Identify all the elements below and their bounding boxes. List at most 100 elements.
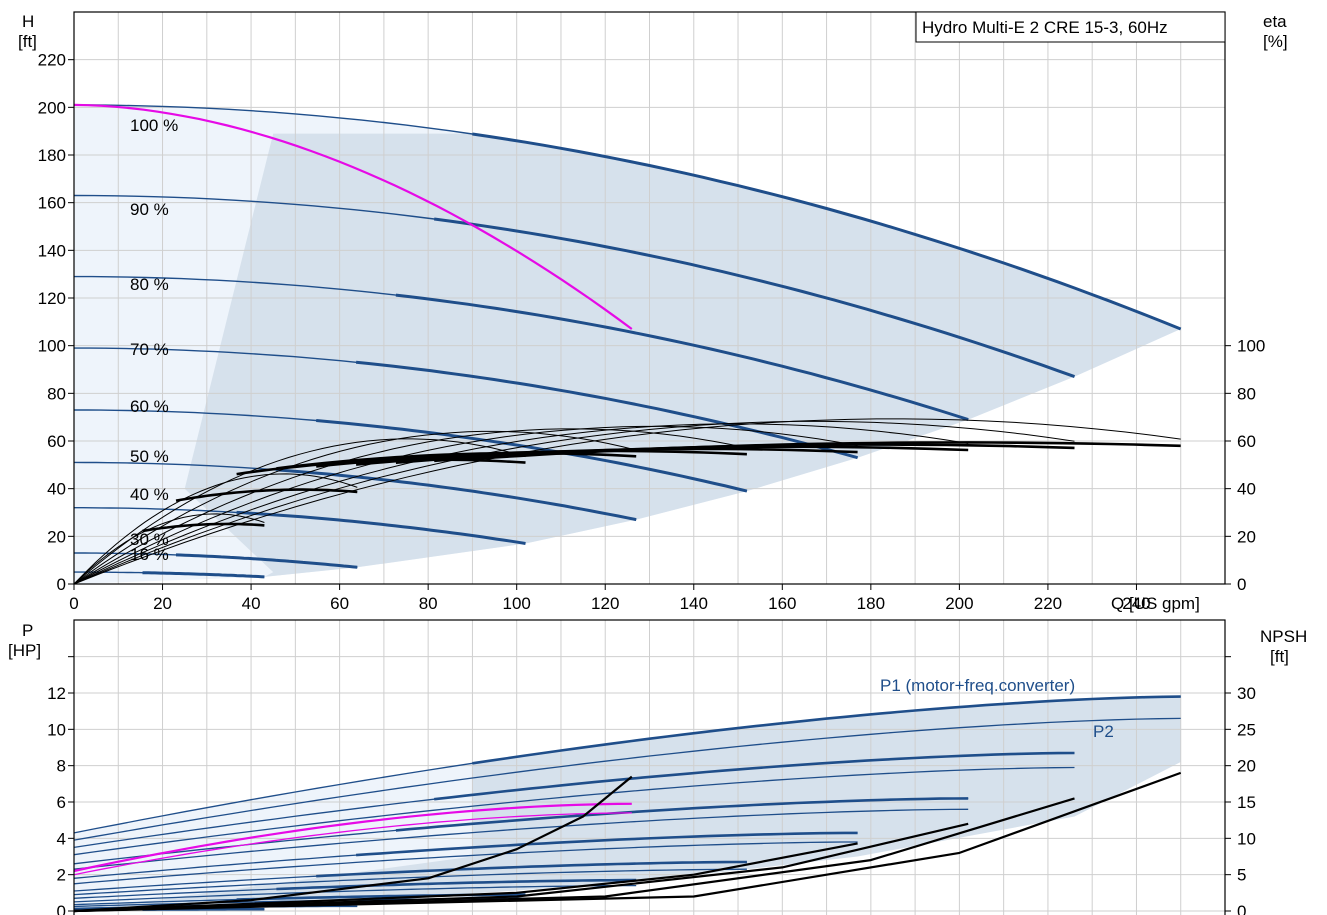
head-curve-bold-50 — [276, 468, 637, 522]
x-tick-label: 140 — [680, 594, 708, 613]
p-tick-label: 6 — [57, 793, 66, 812]
power-npsh-panel: 0 2 4 6 8 10 12 0 5 10 15 20 25 30 P [HP] NPSH [ft] P… — [8, 619, 1307, 915]
head-axes: 0 20 40 60 80 100 120 140 160 180 200 220 240 0 20 40 60… — [38, 51, 1266, 613]
head-curves — [73, 104, 1182, 579]
head-curve-bold-70 — [355, 360, 859, 460]
x-tick-label: 200 — [945, 594, 973, 613]
system-curve-line — [73, 103, 633, 330]
npsh-curve — [73, 775, 633, 913]
x-tick-label: 160 — [768, 594, 796, 613]
power-curve-thin — [73, 717, 1181, 841]
speed-label: 70 % — [130, 340, 169, 359]
y2-axis-unit-eta: [%] — [1263, 32, 1288, 51]
speed-label: 40 % — [130, 485, 169, 504]
npsh-tick-label: 30 — [1237, 684, 1256, 703]
chart-title: Hydro Multi-E 2 CRE 15-3, 60Hz — [922, 18, 1168, 37]
y-tick-label: 200 — [38, 98, 66, 117]
npsh-curve — [73, 771, 1182, 913]
y2-tick-label: 20 — [1237, 527, 1256, 546]
power-plot-frame — [73, 619, 1226, 915]
power-curve-thin — [73, 841, 858, 885]
y-tick-label: 40 — [47, 480, 66, 499]
y-axis-label-h: H — [22, 12, 34, 31]
power-curve-bold — [356, 831, 858, 857]
x-tick-label: 100 — [503, 594, 531, 613]
efficiency-curves — [73, 418, 1181, 585]
efficiency-curve-thin — [73, 430, 637, 585]
power-curve-bold — [472, 695, 1181, 765]
efficiency-curve-bold — [236, 458, 526, 476]
p-tick-label: 8 — [57, 757, 66, 776]
p-tick-label: 12 — [47, 684, 66, 703]
y-tick-label: 140 — [38, 241, 66, 260]
efficiency-curve-thin — [73, 420, 1075, 585]
y2-tick-label: 80 — [1237, 384, 1256, 403]
x-tick-label: 20 — [153, 594, 172, 613]
speed-label: 30 % — [130, 530, 169, 549]
x-tick-label: 240 — [1122, 594, 1150, 613]
speed-label: 16 % — [130, 545, 169, 564]
efficiency-curve-thin — [73, 513, 265, 585]
y-tick-label: 0 — [57, 575, 66, 594]
efficiency-curve-thin — [73, 473, 358, 585]
system-curve — [73, 103, 633, 330]
speed-label: 50 % — [130, 447, 169, 466]
p1-annotation: P1 (motor+freq.converter) — [880, 676, 1075, 695]
x-tick-label: 0 — [69, 594, 78, 613]
system-power-curve — [73, 802, 632, 873]
y-tick-label: 80 — [47, 384, 66, 403]
head-curve-bold-80 — [395, 293, 969, 422]
y2-tick-label: 100 — [1237, 337, 1265, 356]
dark-operating-area — [184, 133, 1181, 577]
head-curve-bold-100 — [472, 132, 1182, 331]
y2-tick-label: 40 — [1237, 480, 1256, 499]
npsh-curve — [73, 842, 858, 913]
x-tick-label: 40 — [242, 594, 261, 613]
y2-axis-label-eta: eta — [1263, 12, 1287, 31]
npsh-curves — [73, 771, 1182, 913]
npsh-tick-label: 10 — [1237, 829, 1256, 848]
head-curve-bold-40 — [236, 510, 526, 545]
p-tick-label: 10 — [47, 720, 66, 739]
y-tick-label: 220 — [38, 51, 66, 70]
npsh-tick-label: 5 — [1237, 866, 1246, 885]
power-axes: 0 2 4 6 8 10 12 0 5 10 15 20 25 30 — [47, 656, 1256, 915]
speed-label: 90 % — [130, 200, 169, 219]
y-tick-label: 100 — [38, 337, 66, 356]
y-tick-label: 60 — [47, 432, 66, 451]
p-tick-label: 0 — [57, 902, 66, 915]
head-efficiency-panel: 0 20 40 60 80 100 120 140 160 180 200 220 240 0 20 40 60… — [18, 11, 1288, 613]
head-curve-bold-60 — [316, 419, 748, 493]
head-curve-bold-16 — [142, 571, 265, 579]
npsh-tick-label: 15 — [1237, 793, 1256, 812]
power-curve-thin — [73, 884, 637, 903]
y-tick-label: 120 — [38, 289, 66, 308]
x-tick-label: 180 — [857, 594, 885, 613]
x-tick-label: 80 — [419, 594, 438, 613]
system-power-curve — [73, 812, 632, 876]
power-grid — [73, 620, 1225, 915]
npsh-curve — [73, 822, 969, 913]
y-tick-label: 160 — [38, 194, 66, 213]
system-power-curves — [73, 802, 632, 876]
y-axis-label-p: P — [22, 621, 33, 640]
y-axis-unit-h: [ft] — [18, 32, 37, 51]
power-curve-thin — [73, 868, 747, 896]
power-curve-bold — [434, 751, 1075, 801]
power-light-area — [74, 763, 473, 911]
efficiency-curve-thin — [73, 428, 748, 585]
y2-axis-label-npsh: NPSH — [1260, 627, 1307, 646]
npsh-tick-label: 25 — [1237, 720, 1256, 739]
y2-tick-label: 0 — [1237, 575, 1246, 594]
chart-title-box: Hydro Multi-E 2 CRE 15-3, 60Hz — [915, 11, 1226, 43]
y-tick-label: 180 — [38, 146, 66, 165]
head-curve-bold-30 — [175, 553, 358, 569]
speed-labels: 100 % 90 % 80 % 70 % 60 % 50 % 40 % 30 %16 % — [130, 116, 178, 564]
speed-label: 60 % — [130, 397, 169, 416]
x-axis-label: Q [US gpm] — [1111, 594, 1200, 613]
p-tick-label: 2 — [57, 866, 66, 885]
power-curve-bold — [395, 797, 969, 832]
npsh-tick-label: 0 — [1237, 902, 1246, 915]
power-curve-bold — [316, 860, 747, 878]
